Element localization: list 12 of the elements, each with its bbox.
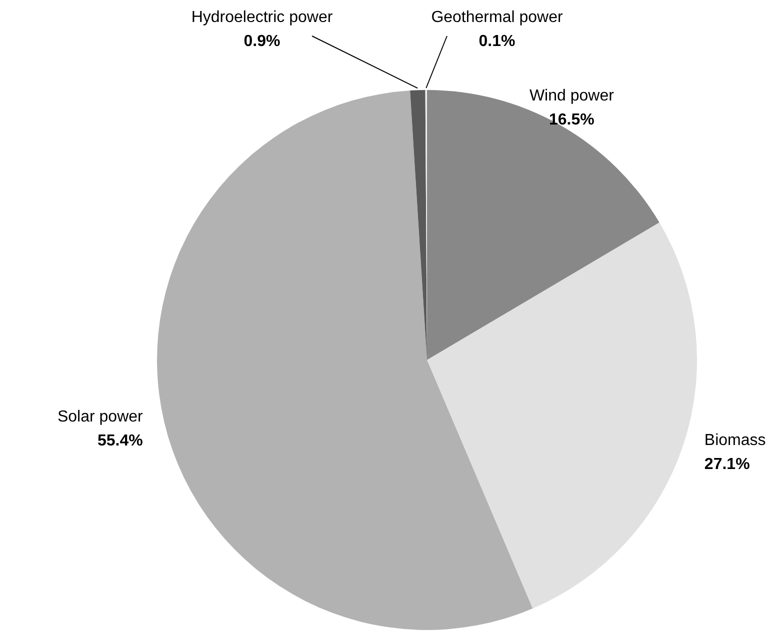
slice-label: Hydroelectric power	[191, 9, 334, 26]
data-label: 0.9%	[244, 33, 280, 50]
pie-slice	[427, 90, 660, 360]
data-label: 0.1%	[478, 33, 516, 50]
slice-label: Solar power	[57, 408, 144, 426]
slice-label: Biomass	[704, 432, 766, 450]
slice-label: Geothermal power	[431, 9, 564, 26]
data-label: 16.5%	[548, 111, 594, 128]
slice-label: Wind power	[529, 87, 615, 104]
data-label: 27.1%	[704, 456, 750, 474]
pie-slice	[427, 222, 697, 608]
data-label: 55.4%	[97, 432, 143, 450]
